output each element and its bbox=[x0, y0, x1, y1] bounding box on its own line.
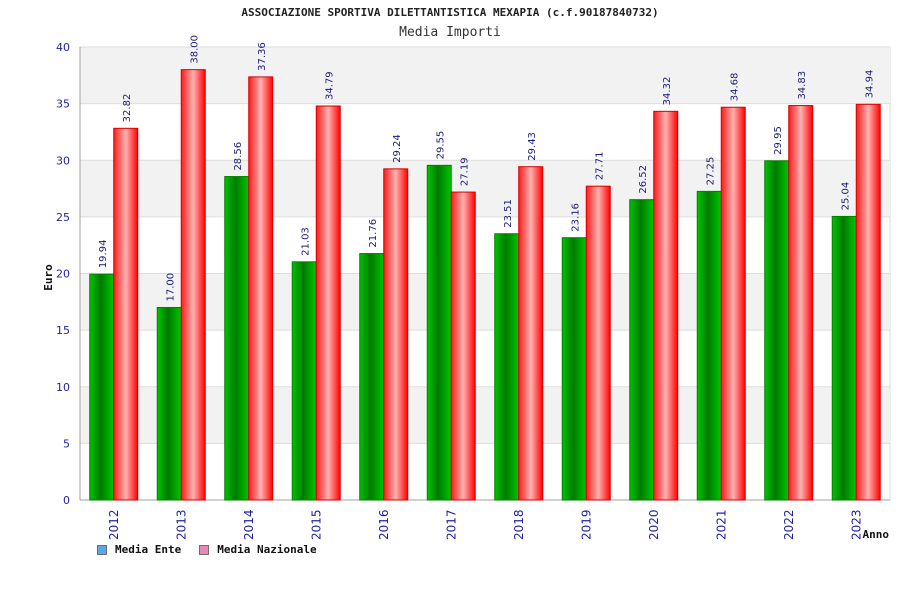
legend-swatch-media-ente bbox=[97, 544, 107, 555]
data-label-media-ente: 29.55 bbox=[435, 131, 446, 160]
x-tick-label: 2012 bbox=[107, 509, 121, 540]
data-label-media-nazionale: 34.83 bbox=[797, 71, 808, 100]
bar-media-ente bbox=[696, 190, 722, 501]
bar-media-nazionale bbox=[653, 110, 679, 501]
chart-subtitle: Media Importi bbox=[399, 25, 501, 40]
bar-media-ente bbox=[89, 273, 115, 501]
data-label-media-ente: 27.25 bbox=[705, 157, 716, 186]
legend-item-media-ente: Media Ente bbox=[97, 543, 181, 556]
y-tick-label: 40 bbox=[56, 41, 70, 54]
bar-media-nazionale bbox=[180, 69, 206, 501]
data-label-media-ente: 21.03 bbox=[300, 227, 311, 256]
bar-media-ente bbox=[156, 306, 182, 501]
data-label-media-nazionale: 34.32 bbox=[662, 77, 673, 106]
y-tick-label: 30 bbox=[56, 154, 70, 167]
data-label-media-ente: 21.76 bbox=[368, 219, 379, 248]
chart-title: ASSOCIAZIONE SPORTIVA DILETTANTISTICA ME… bbox=[241, 6, 659, 19]
bar-media-nazionale bbox=[248, 76, 274, 501]
legend-item-media-nazionale: Media Nazionale bbox=[199, 543, 317, 556]
x-tick-label: 2020 bbox=[647, 509, 661, 540]
data-label-media-nazionale: 29.24 bbox=[392, 134, 403, 163]
bar-media-ente bbox=[224, 176, 250, 501]
x-tick-label: 2013 bbox=[174, 509, 188, 540]
bar-media-ente bbox=[291, 261, 317, 501]
bar-media-ente bbox=[359, 253, 385, 501]
y-tick-label: 0 bbox=[63, 494, 70, 507]
bar-media-nazionale bbox=[113, 127, 139, 501]
grid-band bbox=[80, 273, 890, 331]
grid-band bbox=[80, 160, 890, 217]
data-label-media-ente: 25.04 bbox=[840, 182, 851, 211]
bar-media-nazionale bbox=[450, 191, 476, 501]
x-tick-label: 2015 bbox=[309, 509, 323, 540]
bar-media-ente bbox=[494, 233, 520, 501]
bar-media-ente bbox=[764, 160, 790, 501]
data-label-media-nazionale: 34.94 bbox=[864, 70, 875, 99]
y-tick-label: 20 bbox=[56, 268, 70, 281]
data-label-media-ente: 17.00 bbox=[165, 273, 176, 302]
data-label-media-nazionale: 37.36 bbox=[257, 42, 268, 71]
x-tick-label: 2023 bbox=[849, 509, 863, 540]
data-label-media-ente: 29.95 bbox=[773, 126, 784, 155]
x-tick-label: 2016 bbox=[377, 509, 391, 540]
x-tick-label: 2021 bbox=[714, 509, 728, 540]
grid-band bbox=[80, 386, 890, 444]
data-label-media-nazionale: 32.82 bbox=[122, 94, 133, 123]
bar-media-nazionale bbox=[315, 105, 341, 501]
legend-swatch-media-nazionale bbox=[199, 544, 210, 555]
data-label-media-ente: 23.16 bbox=[570, 203, 581, 232]
y-tick-label: 15 bbox=[56, 324, 70, 337]
bar-media-nazionale bbox=[518, 166, 544, 501]
bar-media-ente bbox=[831, 215, 857, 501]
x-tick-label: 2017 bbox=[444, 509, 458, 540]
data-label-media-nazionale: 34.79 bbox=[324, 71, 335, 100]
data-label-media-nazionale: 27.71 bbox=[594, 152, 605, 181]
bar-media-nazionale bbox=[585, 185, 611, 501]
data-label-media-nazionale: 34.68 bbox=[729, 73, 740, 102]
data-label-media-ente: 23.51 bbox=[503, 199, 514, 228]
x-tick-label: 2022 bbox=[782, 509, 796, 540]
legend-label-media-ente: Media Ente bbox=[115, 543, 182, 556]
data-label-media-ente: 19.94 bbox=[98, 240, 109, 269]
data-label-media-nazionale: 38.00 bbox=[189, 35, 200, 64]
bar-media-ente bbox=[561, 237, 587, 501]
legend-label-media-nazionale: Media Nazionale bbox=[217, 543, 317, 556]
data-label-media-nazionale: 29.43 bbox=[527, 132, 538, 161]
y-tick-label: 25 bbox=[56, 211, 70, 224]
data-label-media-nazionale: 27.19 bbox=[459, 157, 470, 186]
bar-media-ente bbox=[629, 199, 655, 501]
y-axis-label: Euro bbox=[42, 264, 55, 291]
bar-media-nazionale bbox=[788, 105, 814, 501]
bar-media-nazionale bbox=[855, 103, 881, 501]
y-tick-label: 10 bbox=[56, 381, 70, 394]
bar-media-ente bbox=[426, 164, 452, 501]
y-tick-label: 5 bbox=[63, 437, 70, 450]
data-label-media-ente: 26.52 bbox=[638, 165, 649, 194]
data-label-media-ente: 28.56 bbox=[233, 142, 244, 171]
x-tick-label: 2014 bbox=[242, 509, 256, 540]
bar-media-nazionale bbox=[383, 168, 409, 501]
legend: Media Ente Media Nazionale bbox=[97, 543, 335, 556]
x-tick-label: 2018 bbox=[512, 509, 526, 540]
x-axis-label: Anno bbox=[863, 528, 890, 541]
x-tick-label: 2019 bbox=[579, 509, 593, 540]
grid-band bbox=[80, 47, 890, 104]
bar-media-nazionale bbox=[720, 106, 746, 501]
y-tick-label: 35 bbox=[56, 98, 70, 111]
